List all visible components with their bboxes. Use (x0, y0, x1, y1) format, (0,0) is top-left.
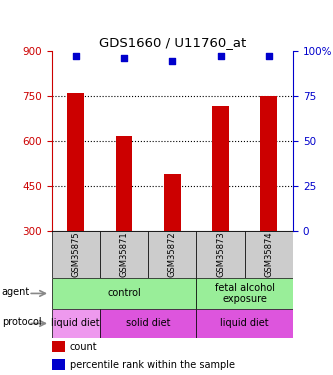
Bar (52, 278, 196, 309)
Bar (116, 136, 133, 231)
Text: GSM35872: GSM35872 (168, 231, 177, 277)
Title: GDS1660 / U11760_at: GDS1660 / U11760_at (99, 36, 246, 50)
Bar (52, 309, 100, 338)
Text: liquid diet: liquid diet (220, 318, 269, 328)
Bar (100, 309, 196, 338)
Bar (164, 174, 181, 231)
Text: protocol: protocol (2, 317, 41, 327)
Text: control: control (107, 288, 141, 298)
Point (170, 58, 175, 64)
Bar (148, 231, 196, 278)
Text: GSM35875: GSM35875 (71, 231, 80, 277)
Bar (67, 93, 84, 231)
Text: count: count (70, 342, 97, 352)
Text: solid diet: solid diet (126, 318, 170, 328)
Point (73, 53, 79, 59)
Point (122, 55, 127, 61)
Bar (260, 96, 277, 231)
Text: percentile rank within the sample: percentile rank within the sample (70, 360, 235, 370)
Text: fetal alcohol
exposure: fetal alcohol exposure (215, 283, 275, 304)
Text: agent: agent (2, 287, 30, 297)
Bar (52, 231, 100, 278)
Bar (196, 231, 245, 278)
Point (266, 53, 272, 59)
Point (218, 53, 223, 59)
Bar (100, 231, 148, 278)
Bar (52, 341, 65, 352)
Bar (196, 309, 293, 338)
Text: GSM35874: GSM35874 (264, 231, 273, 277)
Text: GSM35871: GSM35871 (120, 231, 129, 277)
Text: GSM35873: GSM35873 (216, 231, 225, 277)
Bar (52, 359, 65, 370)
Bar (212, 106, 229, 231)
Bar (196, 278, 293, 309)
Bar (245, 231, 293, 278)
Text: liquid diet: liquid diet (51, 318, 100, 328)
